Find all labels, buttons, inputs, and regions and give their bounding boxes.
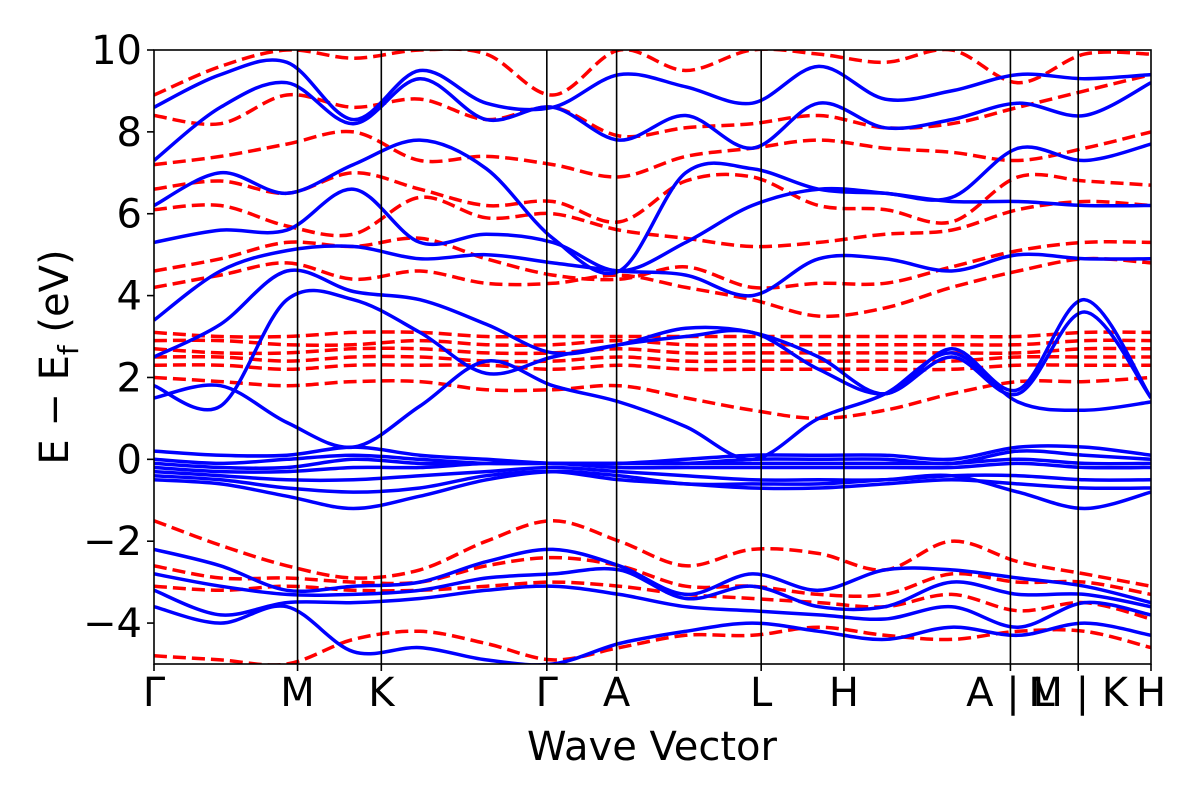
y-tick-label: 6 (117, 192, 142, 238)
solid-band-line (154, 288, 1151, 412)
x-tick-label: H (829, 670, 859, 716)
y-axis-label: E − Ef (eV) (32, 249, 85, 464)
dashed-band-line (154, 518, 1151, 588)
bands-layer (154, 50, 1151, 664)
dashed-band-line (154, 72, 1151, 139)
solid-band-line (154, 444, 1151, 466)
x-axis-label: Wave Vector (527, 724, 778, 770)
dashed-band-line (154, 256, 1151, 319)
x-tick-label: K (368, 670, 396, 716)
x-tick-label: Γ (536, 670, 559, 716)
y-tick-label: 2 (117, 355, 142, 401)
x-tick-label: Γ (143, 670, 166, 716)
dashed-band-line (154, 171, 1151, 225)
x-tick-label: L (750, 670, 773, 716)
y-axis: −4 −2 0 2 4 6 8 10 (83, 28, 154, 647)
solid-band-line (154, 76, 1151, 162)
dashed-band-line (154, 346, 1151, 356)
x-tick-label: H (1136, 670, 1166, 716)
solid-band-line (154, 138, 1151, 276)
dashed-band-line (154, 625, 1151, 664)
y-tick-label: 8 (117, 110, 142, 156)
y-tick-label: −2 (83, 519, 142, 565)
y-axis-label-unit: (eV) (32, 249, 78, 345)
dashed-band-line (154, 375, 1151, 421)
y-axis-label-subscript: f (52, 344, 85, 355)
solid-band-line (154, 58, 1151, 122)
x-tick-label: A | L (966, 670, 1055, 716)
dashed-band-line (154, 580, 1151, 621)
solid-band-line (154, 547, 1151, 605)
solid-band-line (154, 457, 1151, 471)
x-tick-label: M | K (1028, 670, 1129, 716)
x-tick-label: A (603, 670, 631, 716)
y-tick-label: 0 (117, 437, 142, 483)
y-axis-label-main: E − E (32, 355, 78, 465)
solid-band-series (154, 58, 1151, 664)
x-tick-label: M (280, 670, 315, 716)
solid-band-line (154, 244, 1151, 322)
solid-band-line (154, 351, 1151, 462)
y-tick-label: 10 (91, 28, 142, 74)
solid-band-line (154, 461, 1151, 474)
dashed-band-line (154, 354, 1151, 364)
dashed-band-line (154, 50, 1151, 97)
y-tick-label: 4 (117, 274, 142, 320)
dashed-band-line (154, 129, 1151, 179)
solid-band-line (154, 604, 1151, 664)
dashed-band-line (154, 338, 1151, 347)
solid-band-line (154, 268, 1151, 399)
dashed-band-line (154, 236, 1151, 290)
dashed-band-line (154, 363, 1151, 372)
solid-band-line (154, 465, 1151, 483)
solid-band-line (154, 186, 1151, 273)
solid-band-line (154, 566, 1151, 612)
y-tick-label: −4 (83, 601, 142, 647)
dashed-band-line (154, 555, 1151, 599)
solid-band-line (154, 469, 1151, 511)
solid-band-line (154, 584, 1151, 629)
dashed-band-series (154, 50, 1151, 664)
kpoint-lines (296, 50, 1080, 664)
plot-frame (153, 49, 1152, 665)
